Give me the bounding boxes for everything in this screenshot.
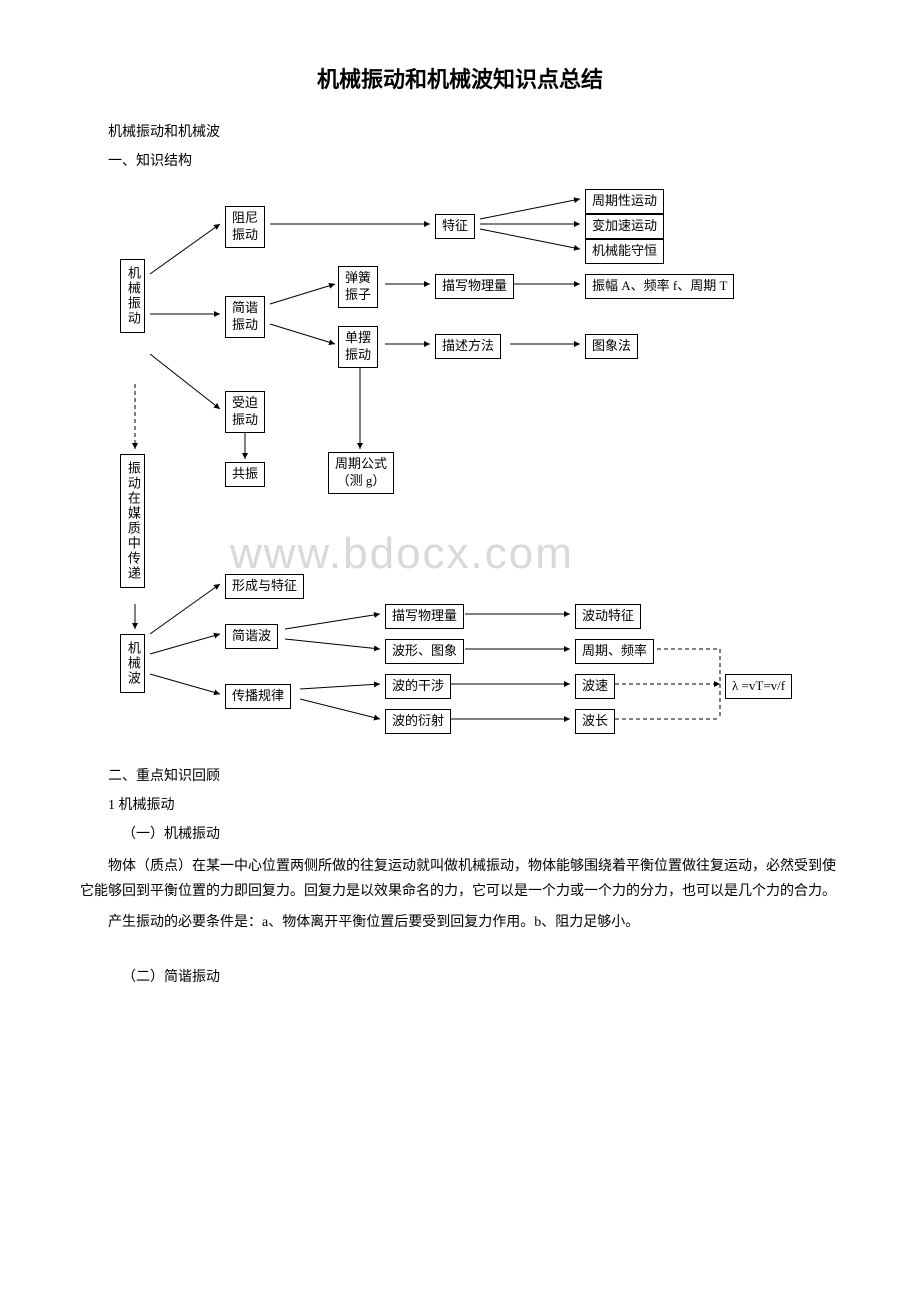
section2-heading: 二、重点知识回顾 xyxy=(80,764,840,789)
node-tanhuang: 弹簧振子 xyxy=(338,266,378,308)
node-zhenfu: 振幅 A、频率 f、周期 T xyxy=(585,274,734,299)
node-xingcheng: 形成与特征 xyxy=(225,574,304,599)
sec2-h1: 1 机械振动 xyxy=(80,793,840,818)
node-zdmz: 振动在媒质中传递 xyxy=(120,454,145,588)
node-boxing: 波形、图象 xyxy=(385,639,464,664)
sec2-h1a: （一）机械振动 xyxy=(80,822,840,847)
node-zuni: 阻尼振动 xyxy=(225,206,265,248)
node-miaowl2: 描写物理量 xyxy=(385,604,464,629)
node-jxzd: 机械振动 xyxy=(120,259,145,333)
node-miaoff: 描述方法 xyxy=(435,334,501,359)
node-boyans: 波的衍射 xyxy=(385,709,451,734)
section1-heading: 一、知识结构 xyxy=(80,149,840,174)
para2-text: 产生振动的必要条件是：a、物体离开平衡位置后要受到回复力作用。b、阻力足够小。 xyxy=(80,910,840,935)
node-zhouqipl: 周期、频率 xyxy=(575,639,654,664)
node-bogans: 波的干涉 xyxy=(385,674,451,699)
node-lambda: λ =vT=v/f xyxy=(725,674,792,699)
para1-text: 物体（质点）在某一中心位置两侧所做的往复运动就叫做机械振动，物体能够围绕着平衡位… xyxy=(80,854,840,904)
node-tezheng: 特征 xyxy=(435,214,475,239)
node-jixieneng: 机械能守恒 xyxy=(585,239,664,264)
node-zhouqi: 周期公式（测 g） xyxy=(328,452,394,494)
subtitle-text: 机械振动和机械波 xyxy=(80,120,840,145)
node-bianjia: 变加速运动 xyxy=(585,214,664,239)
node-shoupo: 受迫振动 xyxy=(225,391,265,433)
node-gongzhen: 共振 xyxy=(225,462,265,487)
node-tuxiang: 图象法 xyxy=(585,334,638,359)
sec2-h1b: （二）简谐振动 xyxy=(80,965,840,990)
node-jxb: 机械波 xyxy=(120,634,145,693)
knowledge-structure-diagram: www.bdocx.com xyxy=(80,184,840,744)
node-jianxie: 简谐振动 xyxy=(225,296,265,338)
node-chuanbo: 传播规律 xyxy=(225,684,291,709)
node-bodong: 波动特征 xyxy=(575,604,641,629)
node-bochang: 波长 xyxy=(575,709,615,734)
node-miaowl: 描写物理量 xyxy=(435,274,514,299)
node-bosu: 波速 xyxy=(575,674,615,699)
node-jianxiebo: 简谐波 xyxy=(225,624,278,649)
node-danbai: 单摆振动 xyxy=(338,326,378,368)
page-title: 机械振动和机械波知识点总结 xyxy=(80,60,840,100)
node-zhouqixing: 周期性运动 xyxy=(585,189,664,214)
